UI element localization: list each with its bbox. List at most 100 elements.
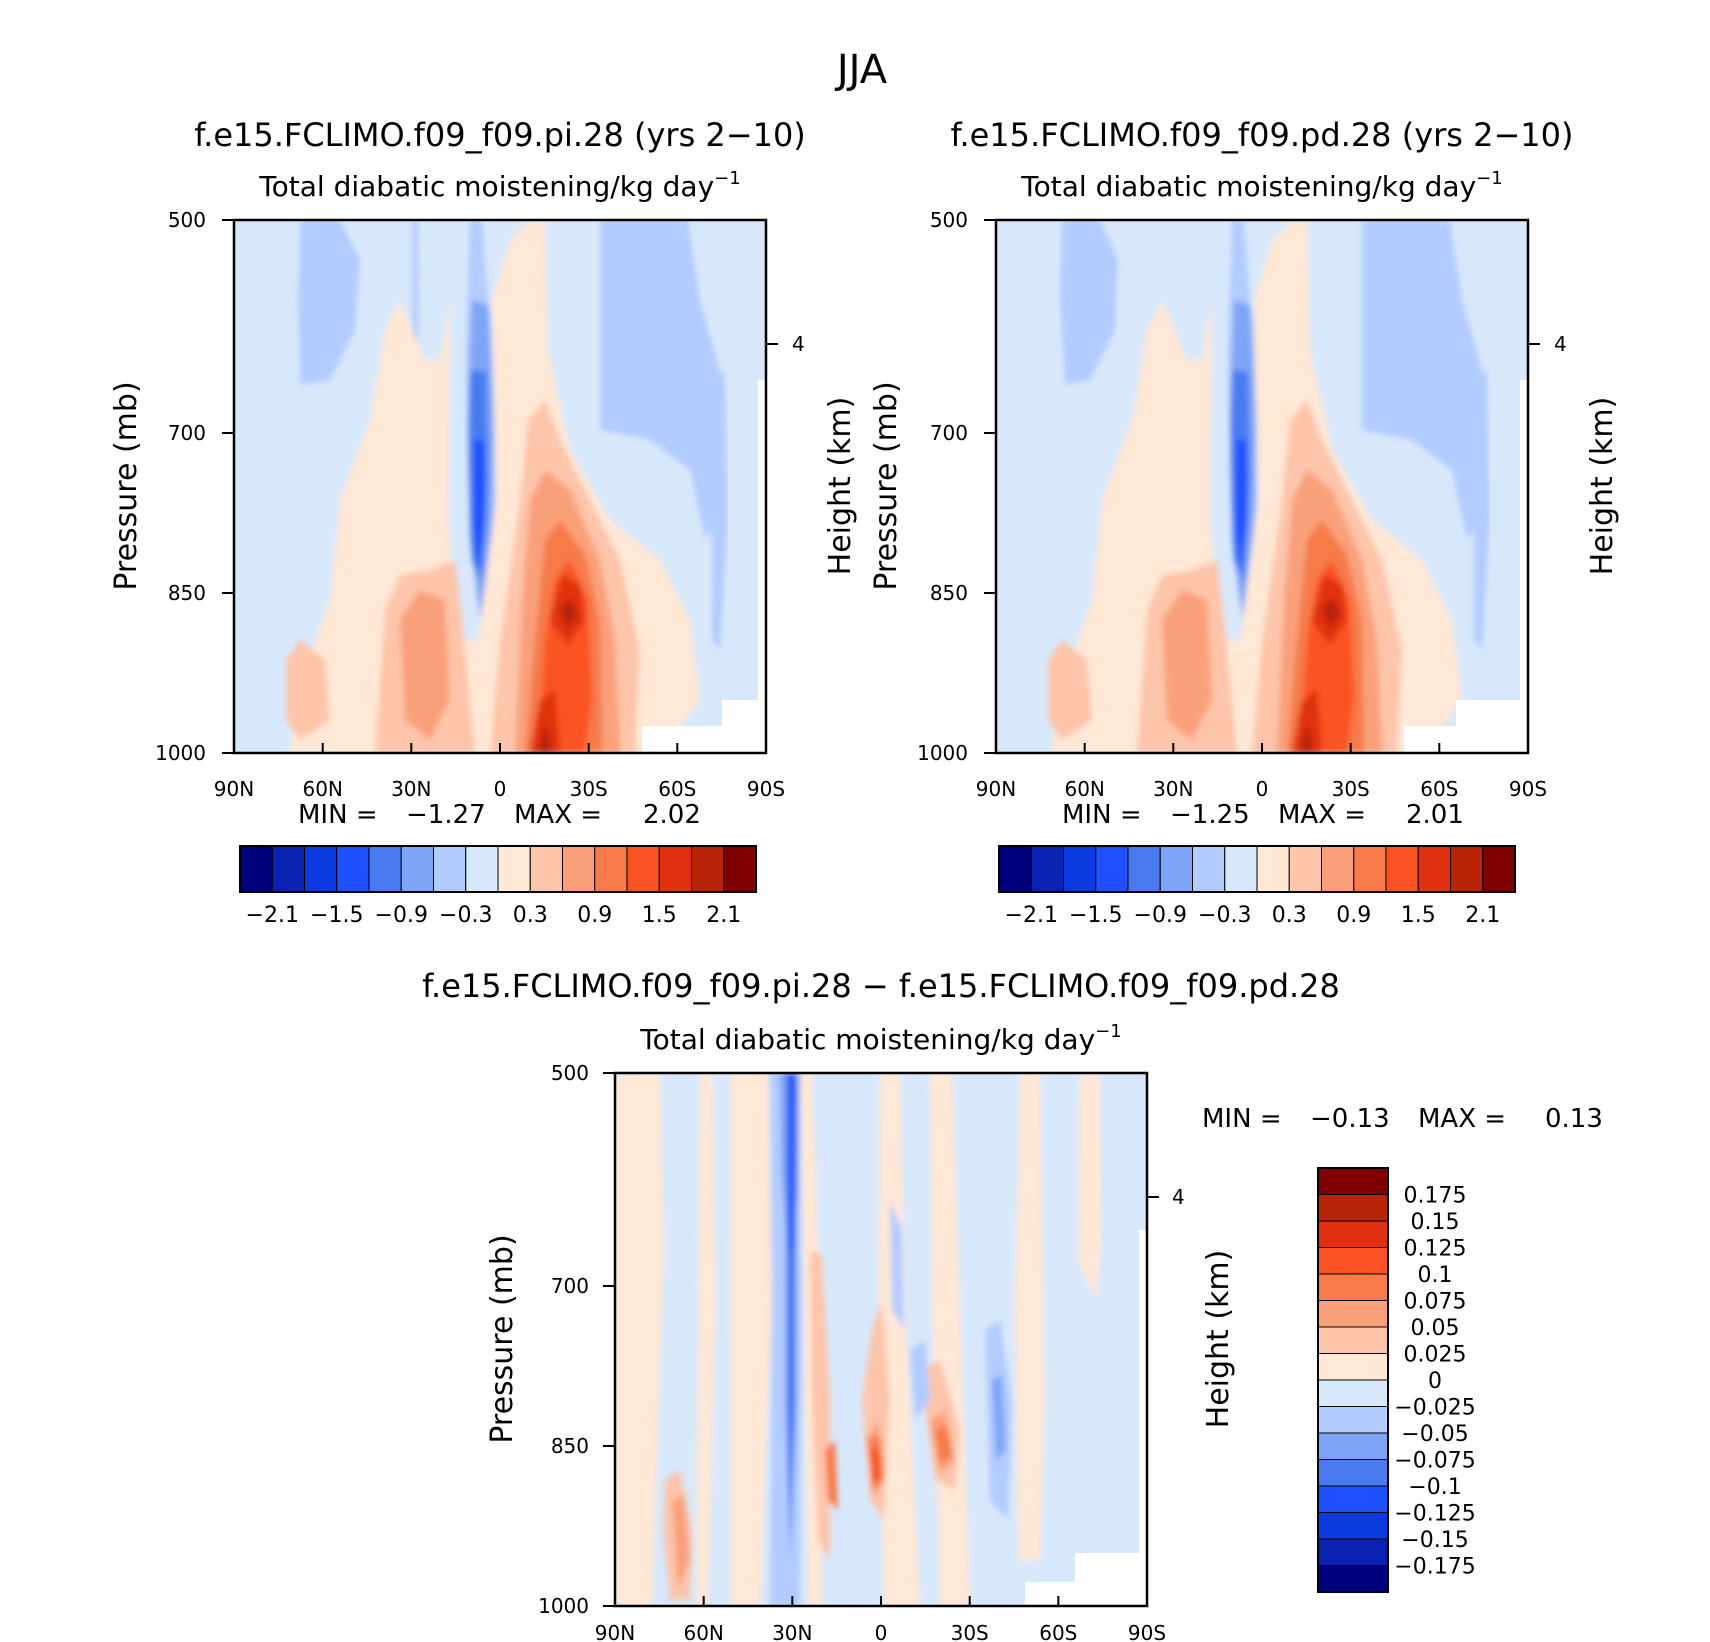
y-axis-right-label: Height (km) — [823, 397, 858, 576]
panel-subtitle: Total diabatic moistening/kg day−1 — [1020, 168, 1502, 203]
colorbar-swatch — [1063, 845, 1097, 893]
region-pos-1 — [696, 1073, 716, 1606]
colorbar-swatch — [1317, 1220, 1389, 1248]
region-neg-2 — [992, 1375, 1006, 1460]
region-pos-1 — [878, 1073, 920, 1606]
colorbar-swatch — [1317, 1485, 1389, 1513]
region-pos-1 — [1015, 1073, 1045, 1560]
panel-subtitle: Total diabatic moistening/kg day−1 — [258, 168, 740, 203]
colorbar-swatch — [1385, 845, 1419, 893]
colorbar-swatch — [594, 845, 628, 893]
colorbar-swatch — [691, 845, 725, 893]
colorbar: −2.1 −1.5 −0.9 −0.3 0.3 0.9 1.5 2.1 — [998, 845, 1516, 928]
x-tick-label: 0 — [494, 777, 507, 801]
colorbar-label: −0.05 — [1401, 1422, 1468, 1447]
x-axis: 90N 60N 30N 0 30S 60S 90S — [595, 1596, 1166, 1642]
panel-pi: f.e15.FCLIMO.f09_f09.pi.28 (yrs 2−10) To… — [109, 116, 858, 928]
panel-diff: f.e15.FCLIMO.f09_f09.pi.28 − f.e15.FCLIM… — [422, 967, 1603, 1642]
x-tick-label: 60S — [1039, 1621, 1077, 1642]
colorbar-swatch — [1317, 1459, 1389, 1487]
colorbar-label: −2.1 — [1005, 903, 1058, 928]
y-tick-label: 700 — [168, 421, 206, 445]
colorbar-label: 0.15 — [1411, 1210, 1460, 1235]
y-tick-label: 850 — [551, 1434, 589, 1458]
y-tick-label: 1000 — [917, 741, 968, 765]
colorbar-label: 0 — [1428, 1369, 1442, 1394]
region-pos-2 — [810, 1250, 830, 1560]
min-max-readout: MIN = −1.25 MAX = 2.01 — [1062, 800, 1464, 830]
y-tick-label: 850 — [168, 581, 206, 605]
y-axis-right: 4 — [766, 332, 805, 356]
y-tick-label: 500 — [930, 208, 968, 232]
x-tick-label: 30N — [391, 777, 431, 801]
colorbar-label: −0.9 — [375, 903, 428, 928]
colorbar-swatch — [1224, 845, 1258, 893]
region-neg-4 — [1236, 440, 1247, 570]
colorbar-label: 0.075 — [1404, 1290, 1467, 1315]
colorbar-swatch — [1317, 1326, 1389, 1354]
region-neg-4 — [789, 1073, 795, 1250]
colorbar-frame — [998, 845, 1516, 893]
figure-title: JJA — [834, 47, 888, 93]
x-tick-label: 60N — [683, 1621, 723, 1642]
region-neg-1 — [1362, 220, 1487, 540]
colorbar-label: −0.125 — [1394, 1502, 1475, 1527]
x-tick-label: 90S — [1128, 1621, 1166, 1642]
x-tick-label: 60S — [658, 777, 696, 801]
y-axis-right: 4 — [1147, 1185, 1185, 1209]
colorbar-label: 0.3 — [513, 903, 548, 928]
region-pos-4 — [825, 1440, 838, 1510]
contour-blend — [996, 220, 1490, 753]
x-tick-label: 60N — [1064, 777, 1104, 801]
region-neg-1 — [1474, 370, 1490, 650]
min-label: MIN = — [298, 800, 378, 830]
region-pos-7 — [538, 722, 552, 753]
region-neg-1 — [712, 370, 728, 650]
y-right-tick-label: 4 — [1172, 1185, 1185, 1209]
max-value: 2.01 — [1406, 800, 1464, 830]
missing-data-patch — [758, 380, 766, 753]
colorbar-label: −0.3 — [439, 903, 492, 928]
colorbar-swatch — [1417, 845, 1451, 893]
contour-field — [615, 1073, 1147, 1606]
region-neg-1 — [1060, 220, 1118, 385]
colorbar-swatch — [1317, 1432, 1389, 1460]
y-tick-label: 500 — [551, 1061, 589, 1085]
colorbar-swatch — [1317, 1379, 1389, 1407]
contour-blend — [615, 1073, 1102, 1606]
colorbar-swatch — [1317, 1512, 1389, 1540]
colorbar-label: −0.15 — [1401, 1528, 1468, 1553]
subtitle-text: Total diabatic moistening/kg day — [639, 1023, 1095, 1056]
min-value: −0.13 — [1310, 1104, 1390, 1134]
colorbar-swatch — [1353, 845, 1387, 893]
region-pos-3 — [672, 1495, 690, 1590]
region-neg-4 — [474, 440, 485, 570]
panel-title: f.e15.FCLIMO.f09_f09.pd.28 (yrs 2−10) — [951, 116, 1574, 154]
colorbar-frame — [239, 845, 757, 893]
colorbar-label: 2.1 — [706, 903, 741, 928]
y-axis: 500 700 850 1000 — [917, 208, 996, 765]
colorbar-label: 0.3 — [1272, 903, 1307, 928]
region-neg-1 — [600, 220, 725, 540]
colorbar-swatch — [1030, 845, 1064, 893]
region-pos-2 — [286, 640, 330, 740]
colorbar-swatch — [1127, 845, 1161, 893]
region-pos-3 — [400, 590, 450, 740]
x-tick-label: 30S — [1332, 777, 1370, 801]
region-pos-5 — [870, 1448, 880, 1482]
subtitle-superscript: −1 — [1476, 168, 1503, 189]
region-pos-3 — [1162, 590, 1212, 740]
min-label: MIN = — [1062, 800, 1142, 830]
colorbar-label: −0.025 — [1394, 1396, 1475, 1421]
colorbar-label: −1.5 — [310, 903, 363, 928]
colorbar-swatch — [1317, 1406, 1389, 1434]
y-tick-label: 850 — [930, 581, 968, 605]
colorbar-swatch — [1317, 1273, 1389, 1301]
max-label: MAX = — [1418, 1104, 1506, 1134]
region-neg-1 — [910, 1340, 930, 1420]
colorbar-swatch — [304, 845, 338, 893]
region-pos-1 — [730, 1073, 772, 1606]
colorbar-swatch — [465, 845, 499, 893]
colorbar-label: 0.025 — [1404, 1343, 1467, 1368]
